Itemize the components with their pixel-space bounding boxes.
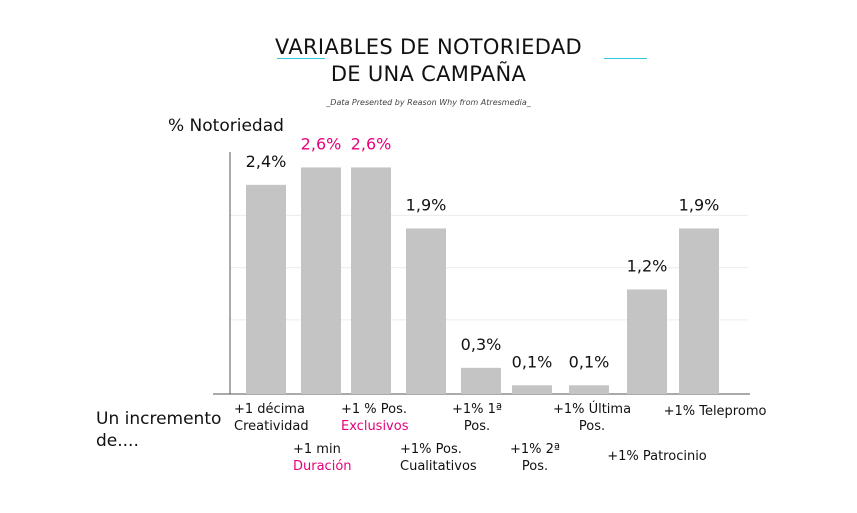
category-label-line2: Exclusivos — [341, 419, 409, 434]
category-label-line2: Duración — [293, 459, 352, 474]
category-label-line1: +1% 1ª — [451, 402, 503, 417]
y-axis-label: % Notoriedad — [168, 116, 284, 136]
bar — [246, 184, 286, 394]
category-label-line2: Cualitativos — [400, 459, 477, 474]
bar — [406, 228, 446, 394]
x-axis-intro-text: Un incremento de.... — [96, 409, 222, 451]
category-label-line1: +1 % Pos. — [341, 402, 408, 417]
category-label: +1% 1ª Pos. — [417, 401, 537, 435]
title-left-rule — [277, 58, 325, 59]
category-label-line1: +1% Última — [552, 402, 632, 417]
bar-value-label: 1,9% — [406, 195, 447, 214]
category-label: +1% Pos. Cualitativos — [400, 441, 477, 475]
bar-value-label: 2,6% — [301, 134, 342, 153]
category-label: +1% Última Pos. — [532, 401, 652, 435]
bar-value-label: 2,6% — [351, 134, 392, 153]
bar-value-label: 1,2% — [627, 256, 668, 275]
category-label-line2: Pos. — [521, 459, 549, 474]
x-axis-intro-label: Un incremento de.... — [96, 408, 221, 452]
category-label: +1% Telepromo — [655, 403, 775, 420]
category-label-line2: Creatividad — [234, 419, 309, 434]
category-label: +1% Patrocinio — [597, 448, 717, 465]
bar — [569, 385, 609, 394]
bar-value-label: 0,3% — [461, 335, 502, 354]
chart-title-line2: DE UNA CAMPAÑA — [330, 62, 527, 86]
category-label: +1 décima Creatividad — [234, 401, 309, 435]
category-label-line2: Pos. — [463, 419, 491, 434]
bar-value-label: 1,9% — [679, 195, 720, 214]
chart-subtitle: _Data Presented by Reason Why from Atres… — [326, 98, 531, 107]
bar — [461, 367, 501, 394]
category-label-line1: +1% Patrocinio — [607, 449, 707, 464]
category-label-line1: +1 décima — [234, 402, 305, 417]
category-label-line1: +1% 2ª — [509, 442, 561, 457]
bar-value-label: 2,4% — [246, 152, 287, 171]
bar — [351, 167, 391, 394]
bar — [301, 167, 341, 394]
category-label-line1: +1 min — [293, 442, 341, 457]
bar-value-label: 0,1% — [512, 352, 553, 371]
title-right-rule — [604, 58, 647, 59]
category-label: +1 min Duración — [293, 441, 352, 475]
category-label: +1 % Pos. Exclusivos — [341, 401, 408, 435]
category-label-line1: +1% Telepromo — [663, 404, 767, 419]
bar — [512, 385, 552, 394]
bar — [627, 289, 667, 394]
category-label-line1: +1% Pos. — [400, 442, 462, 457]
category-label-line2: Pos. — [578, 419, 606, 434]
chart-title-line1: VARIABLES DE NOTORIEDAD — [275, 35, 582, 59]
category-label: +1% 2ª Pos. — [475, 441, 595, 475]
bar-value-label: 0,1% — [569, 352, 610, 371]
bar — [679, 228, 719, 394]
